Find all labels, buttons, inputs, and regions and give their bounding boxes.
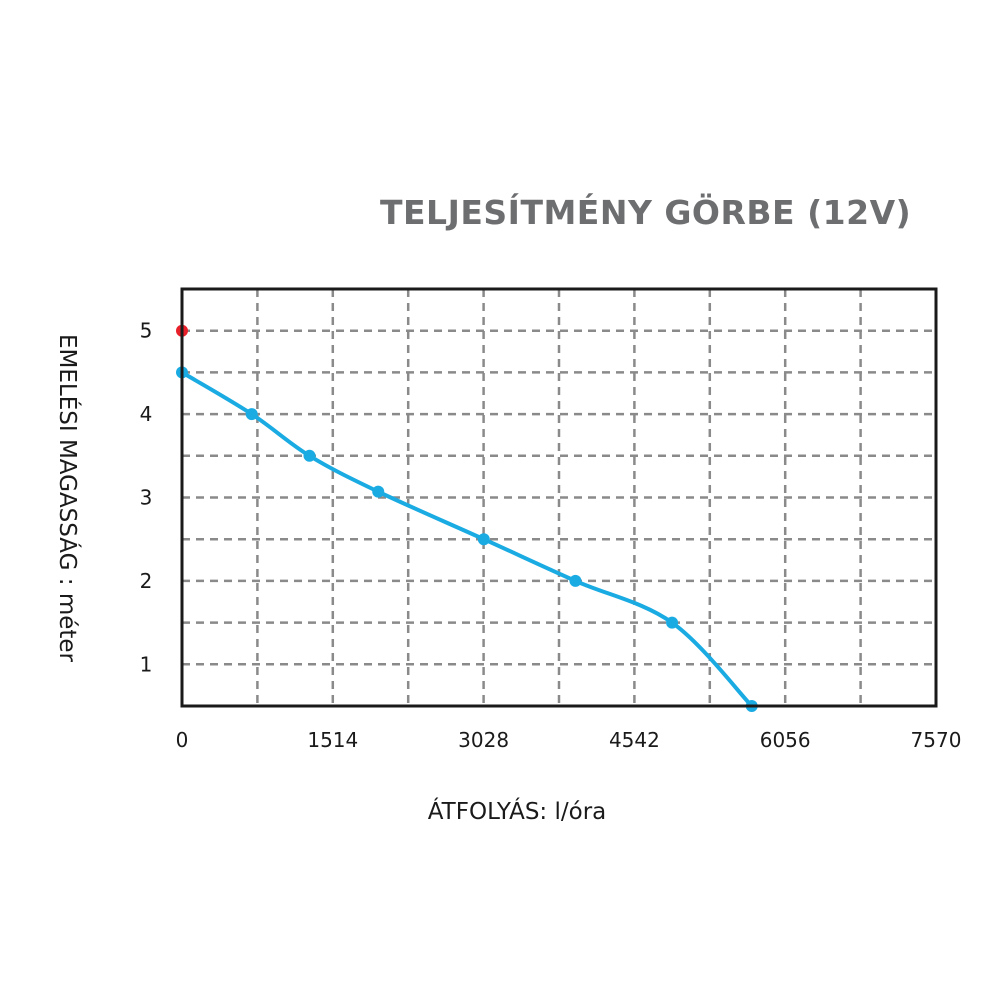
data-point xyxy=(666,616,679,629)
y-tick-label: 2 xyxy=(140,569,153,593)
y-axis-tick-labels: 1 2 3 4 5 xyxy=(140,319,153,677)
data-point xyxy=(372,485,385,498)
x-tick-label: 7570 xyxy=(911,728,962,752)
data-point xyxy=(303,449,316,462)
chart-title: TELJESÍTMÉNY GÖRBE (12V) xyxy=(380,193,912,232)
x-tick-label: 1514 xyxy=(307,728,358,752)
y-tick-label: 3 xyxy=(140,486,153,510)
data-point xyxy=(569,574,582,587)
x-tick-label: 0 xyxy=(176,728,189,752)
x-axis-tick-labels: 0 1514 3028 4542 6056 7570 xyxy=(176,728,962,752)
x-tick-label: 4542 xyxy=(609,728,660,752)
x-tick-label: 6056 xyxy=(760,728,811,752)
y-tick-label: 5 xyxy=(140,319,153,343)
plot-area-frame xyxy=(180,287,938,708)
x-axis-label: ÁTFOLYÁS: l/óra xyxy=(428,797,607,825)
data-points xyxy=(176,324,758,712)
y-tick-label: 1 xyxy=(140,652,153,676)
grid-lines xyxy=(182,289,936,706)
data-point xyxy=(245,408,258,421)
y-axis-label: EMELÉSI MAGASSÁG : méter xyxy=(54,334,82,663)
x-tick-label: 3028 xyxy=(458,728,509,752)
y-tick-label: 4 xyxy=(140,402,153,426)
data-point xyxy=(477,533,490,546)
